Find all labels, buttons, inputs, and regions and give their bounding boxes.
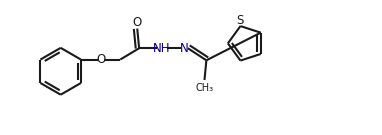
Text: NH: NH (153, 42, 170, 55)
Text: S: S (236, 14, 243, 27)
Text: CH₃: CH₃ (196, 83, 214, 93)
Text: O: O (96, 53, 105, 66)
Text: N: N (180, 42, 189, 55)
Text: O: O (133, 16, 142, 29)
